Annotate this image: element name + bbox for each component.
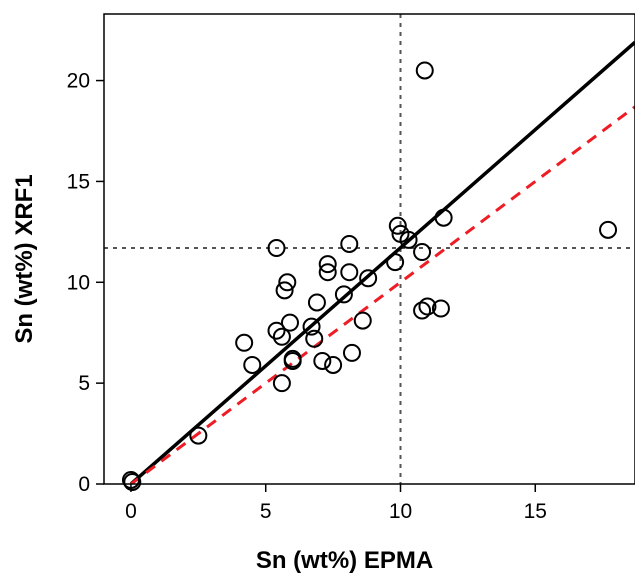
data-point <box>267 321 286 340</box>
data-point <box>305 329 324 348</box>
x-tick-label: 10 <box>389 500 412 523</box>
x-axis-ticks: 0 5 10 15 <box>125 484 547 523</box>
x-tick-label: 0 <box>125 500 137 523</box>
data-point <box>318 263 337 282</box>
data-point <box>388 216 407 235</box>
data-point <box>342 343 361 362</box>
data-point <box>418 297 437 316</box>
x-tick-label: 15 <box>524 500 547 523</box>
data-point <box>313 351 332 370</box>
data-point <box>599 220 618 239</box>
data-point <box>123 472 142 491</box>
data-point <box>272 327 291 346</box>
data-point <box>340 234 359 253</box>
y-tick-label: 5 <box>78 372 90 395</box>
data-point <box>359 269 378 288</box>
data-point <box>302 317 321 336</box>
y-axis-title: Sn (wt%) XRF1 <box>11 174 38 343</box>
y-tick-label: 10 <box>67 271 90 294</box>
data-point <box>413 243 432 262</box>
data-point <box>324 355 343 374</box>
data-point <box>278 273 297 292</box>
data-point <box>386 253 405 272</box>
data-points <box>121 61 618 491</box>
data-point <box>275 281 294 300</box>
data-point <box>318 255 337 274</box>
data-point <box>243 355 262 374</box>
data-point <box>267 238 286 257</box>
data-point <box>283 351 302 370</box>
y-tick-label: 0 <box>78 473 90 496</box>
data-point <box>353 311 372 330</box>
data-point <box>272 374 291 393</box>
data-point <box>189 426 208 445</box>
data-point <box>434 208 453 227</box>
x-axis-title: Sn (wt%) EPMA <box>256 547 433 574</box>
data-point <box>280 313 299 332</box>
data-point <box>307 293 326 312</box>
x-tick-label: 5 <box>260 500 272 523</box>
identity-line <box>130 105 635 484</box>
data-point <box>415 61 434 80</box>
data-point <box>413 301 432 320</box>
y-tick-label: 20 <box>67 70 90 93</box>
y-tick-label: 15 <box>67 170 90 193</box>
fit-line <box>129 40 635 484</box>
fit-lines <box>129 40 635 484</box>
data-point <box>399 230 418 249</box>
data-point <box>340 263 359 282</box>
data-point <box>235 333 254 352</box>
reference-lines <box>104 14 635 484</box>
data-point <box>334 285 353 304</box>
data-point <box>431 299 450 318</box>
y-axis-ticks: 0 5 10 15 20 <box>67 70 104 496</box>
plot-frame <box>103 13 635 485</box>
